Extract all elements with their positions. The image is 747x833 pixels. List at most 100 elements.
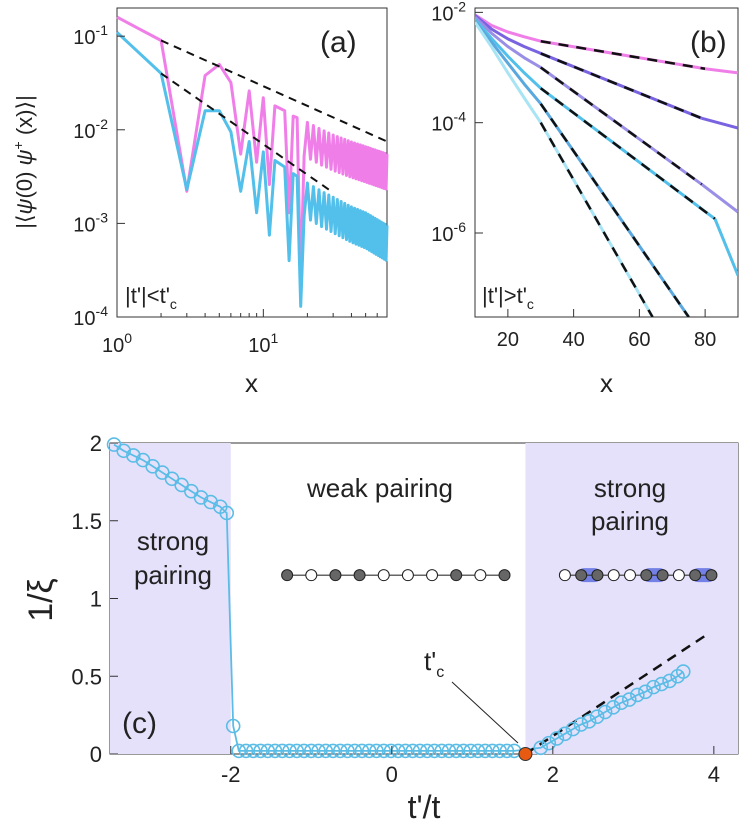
panel-a-ylabel-part-2: (0) [12,165,37,198]
panel-c-xtick-label-1: -2 [221,762,241,787]
data-point [282,743,297,759]
data-point [427,743,442,759]
panel-c-shaded-regions [110,443,738,754]
inverse-length-line [113,443,684,752]
panel-c-fit [524,631,711,756]
strong-chain-site-10 [705,569,718,582]
panel-c-xtick-label-4: 4 [708,762,720,787]
panel-b-fit-4 [540,87,716,220]
data-point [456,743,471,759]
panel-a-xtick-label-2: 101 [248,330,278,357]
panel-b-series-2-tail [701,116,738,130]
panel-a-ytick-label-4-base: 10 [73,308,95,330]
panel-b-xtick-label-3: 60 [628,329,650,351]
data-point [332,743,348,759]
critical-point-label: t'c [424,646,444,681]
panel-c: -2 0 2 4 0 0.5 1 1.5 2 (c) weak pairing strong p… [22,431,739,825]
panel-b-ytick-label-1: 10-2 [431,0,466,25]
panel-a-xtick-label-1-exp: 0 [124,330,132,346]
panel-a-ytick-label-3-exp: -3 [96,209,109,225]
strong-chain-site-2 [575,569,588,582]
data-point [622,692,637,707]
data-point [405,743,421,759]
panel-b-plot [475,13,738,317]
data-point [267,743,283,759]
panel-a-ylabel-psi-2: ψ [12,149,37,165]
strong-chain-site-3 [591,569,604,582]
panel-b-xtick-label-4: 80 [694,329,716,351]
panel-b-series-3-tail [700,183,738,214]
data-point [492,743,507,759]
panel-b-ytick-label-3-exp: -6 [454,219,467,235]
data-point [347,743,363,759]
data-point [463,743,478,759]
weak-chain-site-9 [474,569,487,582]
strong-chain-site-6 [640,569,653,582]
data-point [116,443,131,459]
data-point [318,743,334,759]
panel-c-ytick-label-1: 0 [90,742,102,767]
label-strong-right-line2: pairing [591,506,669,536]
data-point [311,743,326,759]
data-point [303,743,319,759]
panel-c-ytick-label-2: 0.5 [71,664,102,689]
panel-b-xlabel: x [600,368,613,398]
panel-b-ytick-label-3: 10-6 [431,219,466,246]
weak-chain-site-10 [498,569,511,582]
data-point [613,695,629,710]
strong-chain-site-7 [656,569,669,582]
panel-b-condition-sub: c [527,296,534,312]
data-point [581,714,597,729]
data-point [630,687,645,703]
data-point [477,743,493,759]
panel-b-series-3 [475,16,542,69]
critical-point-pointer [451,681,519,744]
data-point [238,743,254,759]
panel-b-series-4-tail [713,218,738,277]
data-point [470,743,486,759]
panel-c-xlabel: t'/t [408,789,441,825]
data-point [589,709,605,724]
data-point [638,684,653,700]
panel-a-ytick-label-1-base: 10 [73,27,95,49]
data-point [419,743,435,759]
data-point [219,505,235,521]
data-point [325,743,341,759]
panel-b-series-5 [475,19,542,105]
label-weak-pairing: weak pairing [306,473,453,503]
panel-a-xtick-label-1: 100 [102,330,132,357]
panel-a-ytick-label-2-base: 10 [73,121,95,143]
data-point [376,743,392,759]
weak-chain-site-5 [377,569,390,582]
panel-a-ytick-label-2-exp: -2 [96,116,109,132]
data-point [126,448,141,463]
panel-c-ytick-label-4: 1.5 [71,509,102,534]
panel-c-ytick-label-3: 1 [90,587,102,612]
panel-a-xtick-label-1-base: 10 [102,335,124,357]
panel-b-series-1-tail [704,67,738,75]
panel-a-ylabel-part-3: (x)⟩| [12,95,37,141]
panel-b-xtick-label-1: 20 [497,329,519,351]
critical-point [518,747,533,761]
panel-a-ylabel-part-1: |⟨ [12,214,37,228]
data-point [646,679,661,695]
strong-chain-site-8 [672,569,685,582]
panel-b-series-2 [475,14,542,55]
weak-chain-site-1 [281,569,294,582]
panel-c-ylabel: 1/ξ [22,578,60,622]
panel-c-axes: -2 0 2 4 0 0.5 1 1.5 2 [71,431,720,787]
data-point [231,743,247,759]
strong-chain-site-5 [624,569,637,582]
panel-b-series-4 [475,18,542,90]
data-point [565,721,581,737]
panel-b-ytick-label-2: 10-4 [431,109,466,136]
panel-a-xtick-label-2-exp: 1 [271,330,279,346]
data-point [549,731,565,746]
label-strong-right-line1: strong [594,473,666,503]
panel-b-ytick-label-1-base: 10 [431,3,453,25]
panel-a-ylabel-psi-1: ψ [12,198,37,214]
data-point [441,743,457,759]
panel-b-condition-main: |t'|>t' [482,283,527,308]
